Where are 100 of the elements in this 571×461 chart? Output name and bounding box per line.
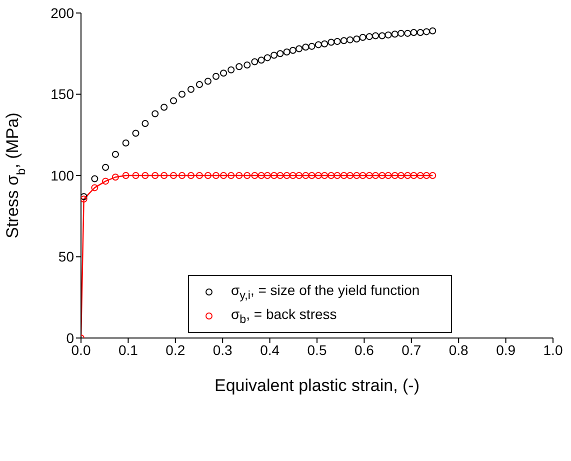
point <box>346 36 354 44</box>
point <box>283 48 290 56</box>
point <box>353 172 360 179</box>
point <box>160 104 168 111</box>
point <box>102 178 110 185</box>
point <box>112 174 119 181</box>
point <box>91 175 98 182</box>
point <box>178 90 186 98</box>
point <box>314 172 322 179</box>
point <box>378 172 386 179</box>
point <box>410 172 418 179</box>
point <box>251 58 258 66</box>
point <box>404 172 412 179</box>
x-tick-label: 0.3 <box>212 342 233 358</box>
point <box>91 184 98 192</box>
point <box>296 172 303 179</box>
point <box>212 172 220 179</box>
point <box>321 172 328 179</box>
point <box>404 30 412 37</box>
point <box>302 44 310 51</box>
point <box>204 78 212 85</box>
point <box>391 172 398 179</box>
point <box>122 172 130 179</box>
x-tick-label: 1.0 <box>543 342 563 358</box>
x-tick-label: 0.9 <box>496 342 516 358</box>
x-tick-label: 0.8 <box>448 342 469 358</box>
point <box>423 28 430 36</box>
point <box>359 172 366 179</box>
y-tick-label: 200 <box>50 4 74 21</box>
point <box>196 172 203 179</box>
point <box>187 86 194 93</box>
point <box>270 172 278 179</box>
point <box>423 172 430 179</box>
y-tick-label: 50 <box>58 248 74 265</box>
point <box>346 172 354 179</box>
point <box>429 27 436 34</box>
point <box>359 34 366 41</box>
point <box>289 46 296 54</box>
point <box>152 172 159 179</box>
x-axis-title: Equivalent plastic strain, (-) <box>214 376 420 395</box>
x-tick-label: 0.6 <box>354 342 374 358</box>
point <box>244 172 251 179</box>
point <box>410 29 418 36</box>
point <box>366 33 373 40</box>
point <box>132 130 140 137</box>
point <box>340 37 348 44</box>
point <box>308 172 316 179</box>
y-tick-label: 150 <box>50 86 74 102</box>
point <box>152 110 159 118</box>
point <box>251 172 258 179</box>
point <box>328 172 335 179</box>
point <box>264 172 271 179</box>
point <box>122 140 130 146</box>
point <box>178 172 186 179</box>
legend-label: σ$_{b}$, = back stress <box>231 306 337 326</box>
point <box>384 172 392 179</box>
point <box>296 45 303 52</box>
point <box>236 172 243 179</box>
point <box>398 172 405 179</box>
point <box>398 30 405 37</box>
point <box>308 42 316 50</box>
point <box>142 172 149 179</box>
point <box>384 31 392 38</box>
point <box>220 70 228 77</box>
point <box>112 150 119 158</box>
point <box>142 120 149 127</box>
point <box>244 62 251 68</box>
x-tick-label: 0.1 <box>118 342 138 358</box>
point <box>228 172 235 179</box>
point <box>378 32 386 40</box>
point <box>212 72 220 80</box>
point <box>170 172 178 179</box>
point <box>314 41 322 48</box>
point <box>170 97 178 104</box>
point <box>187 172 194 179</box>
point <box>334 172 341 179</box>
point <box>132 172 140 179</box>
point <box>228 66 235 74</box>
point <box>81 193 88 200</box>
point <box>204 172 212 179</box>
point <box>429 172 436 179</box>
point <box>391 30 398 38</box>
point <box>340 172 348 179</box>
point <box>372 172 380 179</box>
point <box>302 172 310 179</box>
x-tick-label: 0.2 <box>166 342 186 358</box>
point <box>81 196 88 203</box>
point <box>236 63 243 70</box>
point <box>258 172 265 179</box>
point <box>416 29 424 36</box>
y-tick-label: 100 <box>50 167 74 184</box>
x-tick-label: 0.5 <box>307 342 327 358</box>
point <box>372 32 380 40</box>
point <box>334 38 341 45</box>
point <box>276 172 284 179</box>
point <box>220 172 228 179</box>
x-tick-label: 0.4 <box>260 342 280 358</box>
x-tick-label: 0.7 <box>402 342 422 358</box>
point <box>196 81 203 88</box>
point <box>160 172 168 179</box>
